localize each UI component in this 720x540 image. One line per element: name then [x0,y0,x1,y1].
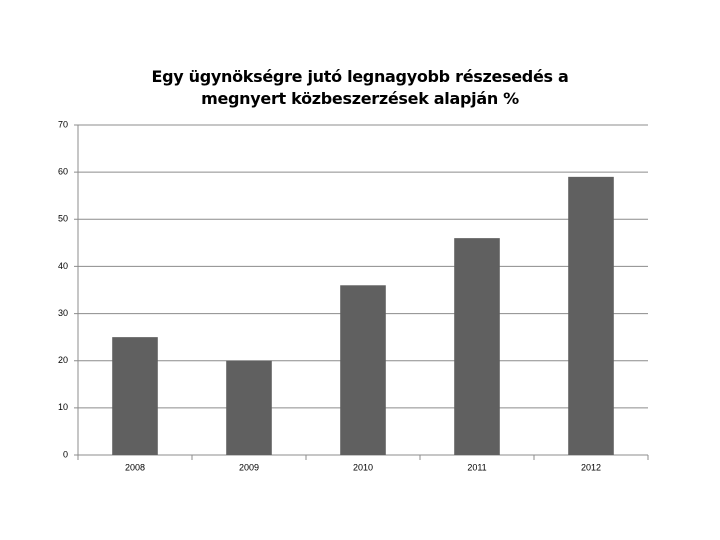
y-tick-label: 60 [58,167,68,177]
bar [226,360,272,455]
y-tick-label: 30 [58,308,68,318]
y-tick-label: 0 [63,449,68,459]
y-tick-label: 40 [58,261,68,271]
chart-title: Egy ügynökségre jutó legnagyobb részesed… [151,67,569,108]
x-tick-label: 2010 [353,462,373,472]
bar [340,285,386,455]
y-tick-label: 70 [58,119,68,129]
x-tick-label: 2011 [467,462,486,472]
bar [568,176,614,455]
y-tick-label: 20 [58,355,68,365]
x-tick-label: 2012 [581,462,601,472]
bar [454,238,500,455]
bar [112,337,158,455]
x-tick-label: 2009 [239,462,259,472]
y-tick-label: 10 [58,402,68,412]
y-tick-label: 50 [58,214,68,224]
x-tick-label: 2008 [125,462,145,472]
